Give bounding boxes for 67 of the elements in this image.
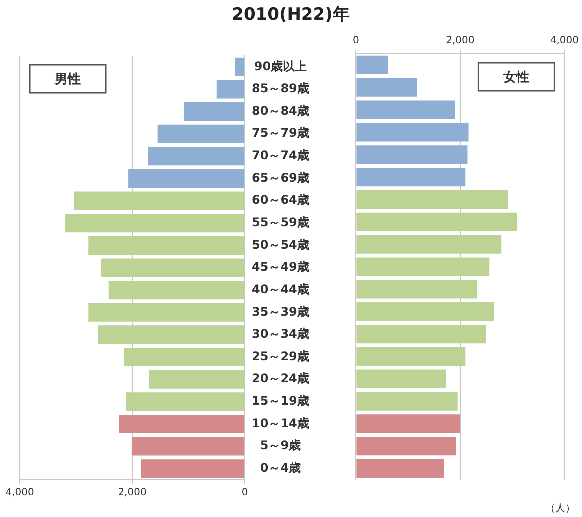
y-tick-label: 50～54歳 xyxy=(252,238,310,252)
bar xyxy=(235,58,244,76)
y-tick-label: 5～9歳 xyxy=(260,438,302,453)
bar xyxy=(356,235,502,254)
x-tick-label: 0 xyxy=(352,36,360,47)
bar xyxy=(88,236,244,255)
bar xyxy=(356,437,456,456)
bar xyxy=(158,124,244,144)
bar xyxy=(101,258,244,278)
y-tick-label: 20～24歳 xyxy=(252,372,310,386)
y-tick-label: 75～79歳 xyxy=(252,126,310,140)
bar xyxy=(356,123,469,142)
bar xyxy=(356,414,460,434)
bar xyxy=(66,214,244,233)
y-tick-label: 45～49歳 xyxy=(252,260,310,274)
x-tick-label: 4,000 xyxy=(6,488,34,499)
bar xyxy=(356,324,486,344)
bar xyxy=(88,303,244,322)
bar xyxy=(356,190,508,210)
bar xyxy=(356,370,446,388)
y-tick-label: 80～84歳 xyxy=(252,104,310,118)
bar xyxy=(126,392,244,412)
annotation: 女性 xyxy=(502,70,530,86)
y-tick-label: 90歳以上 xyxy=(254,59,308,74)
y-tick-label: 0～4歳 xyxy=(260,460,302,475)
bar xyxy=(356,212,518,232)
x-tick-label: 0 xyxy=(242,488,248,499)
y-tick-label: 85～89歳 xyxy=(252,82,310,96)
y-tick-label: 70～74歳 xyxy=(252,148,310,163)
bar xyxy=(148,147,244,166)
y-tick-label: 25～29歳 xyxy=(252,349,310,364)
bar xyxy=(356,168,466,187)
bar xyxy=(142,460,244,478)
y-tick-label: 55～59歳 xyxy=(252,215,310,230)
y-tick-label: 30～34歳 xyxy=(252,327,310,342)
bar xyxy=(356,146,468,164)
bar xyxy=(356,100,456,120)
bar xyxy=(356,302,494,322)
bar xyxy=(184,102,244,122)
text: 2010(H22)年 xyxy=(231,4,351,26)
y-tick-label: 15～19歳 xyxy=(252,394,310,408)
bar xyxy=(119,414,244,434)
x-tick-label: 4,000 xyxy=(550,36,580,47)
bar xyxy=(356,347,466,366)
bar xyxy=(356,280,478,299)
y-tick-label: 60～64歳 xyxy=(252,193,310,208)
bar xyxy=(74,192,244,210)
bar xyxy=(356,56,388,75)
x-tick-label: 2,000 xyxy=(118,488,147,499)
bar xyxy=(356,78,418,97)
bar xyxy=(356,459,444,478)
bar xyxy=(128,169,244,188)
y-tick-label: 40～44歳 xyxy=(252,282,310,296)
bar xyxy=(108,281,244,300)
x-tick-label: 2,000 xyxy=(446,36,475,47)
y-tick-label: 65～69歳 xyxy=(252,170,310,185)
y-tick-label: 10～14歳 xyxy=(252,416,310,430)
bar xyxy=(132,437,244,456)
bar xyxy=(124,348,244,367)
text: （人） xyxy=(546,504,576,515)
y-tick-label: 35～39歳 xyxy=(252,304,310,319)
bar xyxy=(356,258,490,276)
bar xyxy=(216,80,244,99)
annotation: 男性 xyxy=(54,72,81,88)
bar xyxy=(356,392,458,411)
bar xyxy=(149,370,244,389)
bar xyxy=(98,326,244,344)
